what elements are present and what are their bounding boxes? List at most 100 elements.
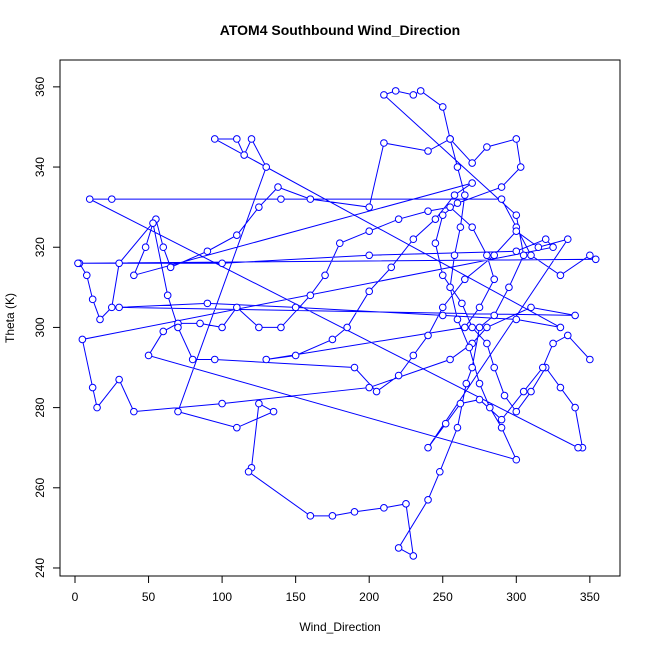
data-point (424, 147, 432, 155)
data-point (115, 375, 123, 384)
data-point (380, 504, 388, 512)
data-point (269, 407, 278, 416)
data-point (409, 235, 418, 244)
data-point (556, 323, 565, 332)
data-point (394, 215, 403, 223)
data-point (483, 251, 491, 260)
data-point (497, 423, 506, 432)
y-tick-label: 280 (33, 397, 47, 417)
x-tick-label: 200 (359, 590, 379, 604)
data-point (461, 323, 469, 332)
data-point (512, 315, 521, 324)
data-point (188, 355, 197, 364)
data-point (438, 271, 447, 280)
data-point (163, 291, 172, 300)
data-point (497, 183, 506, 191)
data-point (387, 263, 396, 272)
data-point (409, 351, 418, 360)
data-point (141, 243, 150, 252)
data-point (453, 423, 462, 432)
y-tick-label: 360 (33, 77, 47, 97)
data-point (571, 403, 579, 412)
data-point (486, 403, 494, 412)
data-point (350, 508, 359, 516)
data-point (409, 552, 418, 560)
data-point (591, 255, 600, 264)
data-point (527, 303, 535, 312)
data-point (563, 235, 572, 244)
data-point (519, 387, 528, 396)
data-point (107, 195, 116, 203)
data-point (166, 263, 175, 272)
data-point (365, 251, 373, 260)
data-point (556, 383, 565, 392)
data-point (335, 239, 344, 248)
data-point (409, 91, 418, 99)
data-point (446, 135, 454, 143)
x-tick-label: 250 (433, 590, 453, 604)
data-point (96, 315, 104, 324)
data-point (586, 355, 594, 364)
data-point (468, 179, 476, 187)
data-point (78, 335, 87, 344)
data-point (456, 399, 465, 408)
data-point (233, 423, 241, 432)
data-point (512, 211, 521, 219)
data-point (500, 391, 509, 400)
data-point (82, 271, 91, 280)
data-point (247, 135, 256, 143)
data-point (462, 379, 471, 388)
data-point (424, 331, 432, 340)
data-point (534, 243, 543, 252)
data-point (350, 363, 359, 372)
data-point (306, 291, 315, 300)
data-point (277, 195, 285, 203)
data-point (210, 135, 219, 143)
data-point (475, 303, 484, 312)
data-point (450, 251, 459, 260)
data-point (541, 235, 550, 244)
data-point (380, 91, 388, 99)
data-point (306, 512, 315, 520)
data-point (233, 135, 241, 143)
data-point (475, 395, 484, 404)
data-point (244, 467, 253, 476)
data-point (85, 195, 94, 203)
data-point (115, 259, 123, 268)
data-point (291, 351, 300, 360)
y-tick-label: 340 (33, 157, 47, 177)
data-point (497, 415, 506, 424)
data-point (438, 103, 447, 111)
data-point (468, 323, 476, 332)
data-point (115, 303, 123, 312)
data-point (450, 191, 459, 199)
data-point (218, 323, 226, 332)
data-point (380, 139, 388, 147)
data-point (431, 239, 440, 248)
data-point (483, 143, 491, 151)
data-point (159, 327, 168, 336)
data-point (527, 251, 535, 260)
y-tick-label: 320 (33, 237, 47, 257)
data-point (461, 191, 469, 199)
data-point (394, 544, 403, 552)
data-point (436, 467, 444, 476)
data-point (107, 303, 116, 312)
data-point (475, 323, 484, 332)
data-point (255, 203, 263, 211)
data-point (563, 331, 572, 340)
data-point (512, 455, 521, 464)
data-point (365, 203, 373, 211)
x-tick-label: 150 (286, 590, 306, 604)
data-point (574, 443, 582, 452)
data-point (218, 399, 226, 408)
data-point (519, 251, 528, 260)
data-point (240, 151, 248, 159)
data-point (446, 355, 454, 364)
data-point (144, 351, 153, 360)
data-point (262, 355, 271, 364)
data-point (538, 363, 547, 372)
data-point (465, 343, 474, 352)
data-point (461, 275, 469, 284)
